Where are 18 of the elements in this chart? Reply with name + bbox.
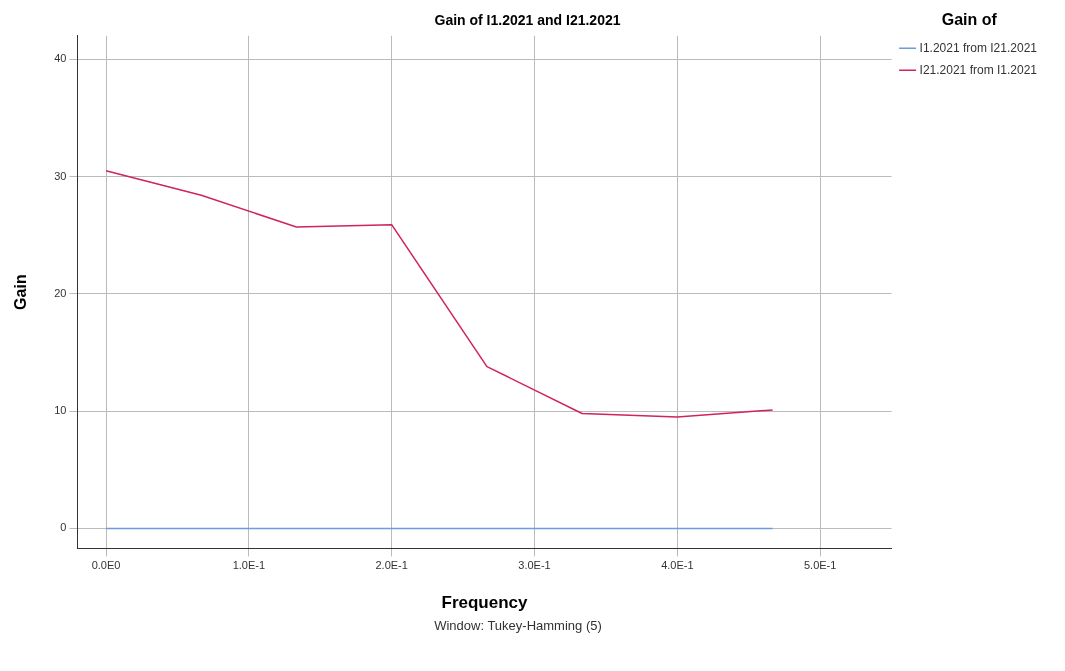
x-tick-label: 5.0E-1 (803, 559, 837, 572)
x-tick-label: 1.0E-1 (232, 559, 266, 572)
y-axis-title: Gain (12, 274, 30, 310)
y-tick-label: 40 (54, 52, 67, 65)
chart-title: Gain of I1.2021 and I21.2021 (434, 12, 621, 29)
legend-title: Gain of (941, 11, 998, 29)
legend-label: I21.2021 from I1.2021 (919, 62, 1038, 77)
y-tick-label: 20 (54, 286, 67, 299)
x-tick-label: 2.0E-1 (375, 559, 408, 572)
y-tick-label: 30 (54, 169, 67, 182)
y-tick-label: 0 (60, 521, 67, 534)
x-tick-label: 3.0E-1 (518, 559, 551, 572)
x-tick-label: 4.0E-1 (661, 559, 694, 572)
legend-label: I1.2021 from I21.2021 (919, 40, 1038, 55)
y-tick-label: 10 (54, 404, 67, 417)
x-tick-label: 0.0E0 (91, 559, 121, 572)
x-axis-title: Frequency (441, 593, 529, 613)
text: Window: Tukey-Hamming (5) (433, 618, 603, 633)
